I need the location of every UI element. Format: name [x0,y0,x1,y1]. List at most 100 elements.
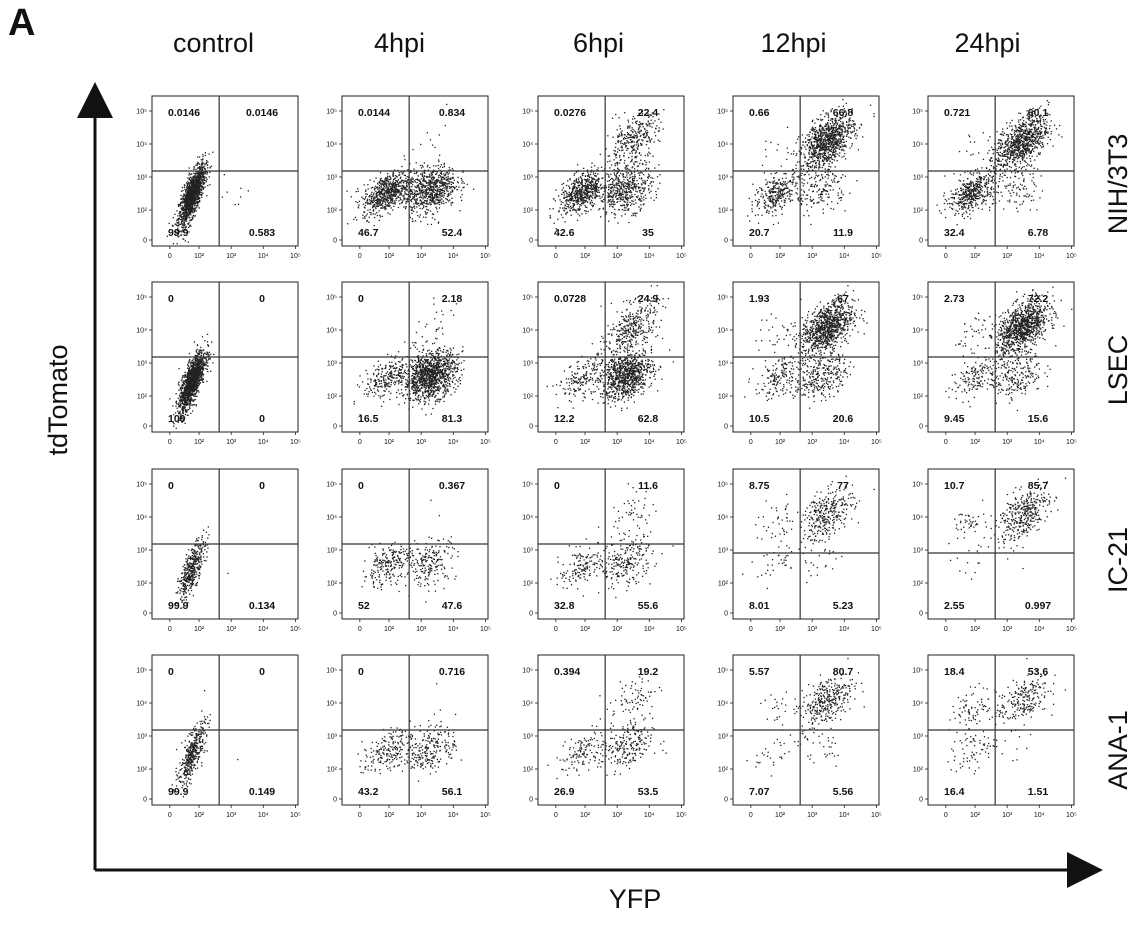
event-dot [439,197,441,199]
event-dot [580,196,582,198]
event-dot [848,118,851,120]
event-dot [623,136,626,139]
event-dot [201,196,203,198]
event-dot [646,129,648,132]
event-dot [192,198,194,200]
event-dot [199,192,201,195]
event-dot [181,231,183,233]
event-dot [568,204,570,206]
event-dot [354,216,357,218]
event-dot [621,208,623,211]
event-dot [223,174,225,176]
event-dot [618,169,620,171]
event-dot [787,191,789,193]
event-dot [191,190,193,192]
event-dot [381,184,383,186]
event-dot [378,186,381,189]
event-dot [204,165,206,167]
event-dot [191,198,193,200]
event-dot [630,134,632,136]
event-dot [873,115,875,118]
event-dot [638,199,640,201]
event-dot [612,194,615,196]
event-dot [796,176,798,178]
event-dot [204,186,206,188]
event-dot [818,189,820,191]
event-dot [563,209,565,211]
event-dot [787,187,789,189]
event-dot [433,197,436,199]
event-dot [382,196,384,198]
event-dot [623,143,625,145]
event-dot [773,180,776,182]
event-dot [632,136,634,138]
event-dot [458,186,460,188]
event-dot [187,241,189,243]
event-dot [638,127,640,129]
event-dot [621,188,623,190]
event-dot [381,182,383,185]
event-dot [768,212,770,214]
event-dot [420,189,422,191]
event-dot [829,157,832,159]
event-dot [401,190,403,192]
event-dot [168,222,170,224]
event-dot [442,184,444,186]
event-dot [392,190,394,193]
event-dot [573,209,575,211]
event-dot [416,198,419,200]
event-dot [841,144,843,146]
event-dot [380,188,383,190]
event-dot [187,223,189,225]
event-dot [619,172,622,175]
event-dot [641,197,643,200]
event-dot [200,177,202,179]
event-dot [189,188,192,191]
event-dot [190,225,192,227]
event-dot [422,184,424,186]
event-dot [389,213,391,215]
event-dot [761,193,763,195]
event-dot [426,205,428,208]
event-dot [626,187,629,189]
event-dot [565,199,568,201]
event-dot [769,192,771,195]
event-dot [379,195,381,197]
event-dot [195,186,197,188]
event-dot [856,135,858,137]
event-dot [630,139,632,141]
event-dot [388,182,390,185]
event-dot [417,184,419,186]
event-dot [655,127,657,129]
event-dot [788,191,791,193]
event-dot [419,207,421,210]
event-dot [576,194,578,196]
event-dot [438,194,440,196]
event-dot [200,171,202,174]
event-dot [637,145,640,147]
event-dot [573,204,576,206]
event-dot [441,181,443,183]
event-dot [781,208,783,210]
event-dot [816,185,818,187]
event-dot [796,188,799,190]
event-dot [197,167,199,169]
event-dot [575,211,577,213]
event-dot [822,208,824,210]
event-dot [636,179,638,182]
event-dot [183,194,185,196]
event-dot [617,139,619,142]
event-dot [193,176,195,178]
event-dot [852,125,854,127]
event-dot [369,179,371,181]
event-dot [389,196,392,198]
event-dot [195,202,197,204]
event-dot [358,204,360,206]
event-dot [629,180,632,183]
event-dot [566,195,568,197]
event-dot [433,165,435,167]
event-dot [166,235,168,237]
event-dot [380,186,382,188]
event-dot [463,186,465,188]
event-dot [441,183,443,185]
